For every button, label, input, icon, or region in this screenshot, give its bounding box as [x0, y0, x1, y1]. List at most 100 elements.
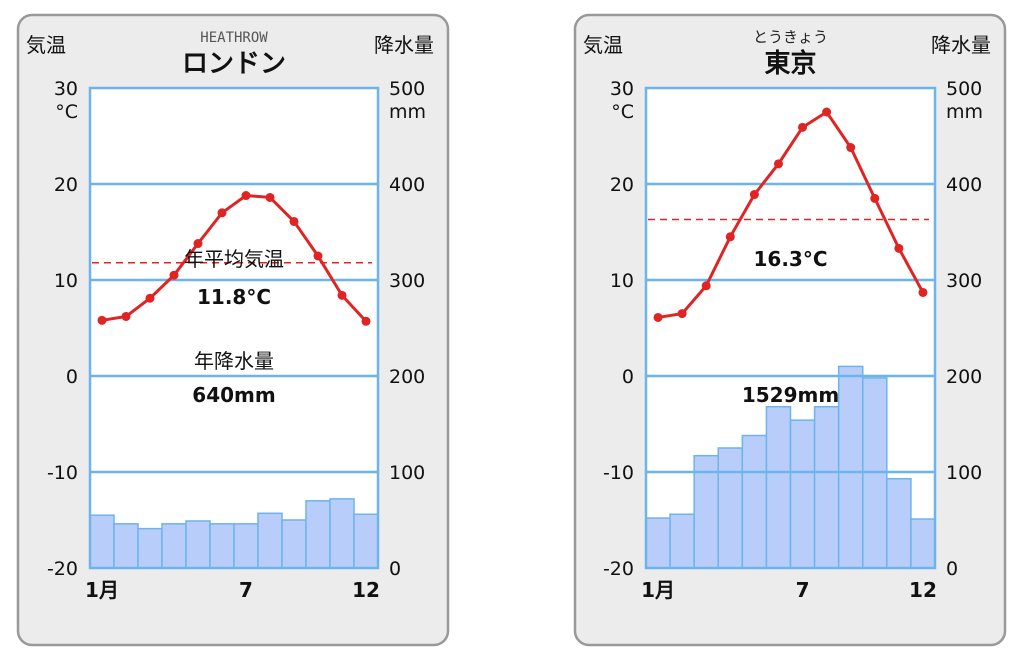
precip-tick-label: 200 — [389, 366, 425, 388]
precip-bar-month-8 — [257, 512, 283, 569]
precip-tick-label: 400 — [946, 174, 982, 196]
temp-point-month-9 — [846, 143, 856, 153]
month-tick-label: 1月 — [85, 578, 119, 602]
temp-point-month-7 — [798, 122, 808, 132]
temp-tick-label: 0 — [66, 366, 78, 388]
temp-tick-label: 0 — [622, 366, 634, 388]
month-tick-label: 1月 — [641, 578, 675, 602]
temp-point-month-6 — [773, 159, 783, 169]
month-tick-label: 7 — [239, 578, 253, 602]
avg-temp-label: 年平均気温 — [184, 247, 284, 271]
precip-bar-month-1 — [89, 514, 115, 569]
precip-bar-month-6 — [765, 405, 792, 569]
precip-bar-month-5 — [185, 520, 211, 569]
total-precip-value: 1529mm — [742, 383, 839, 407]
precip-bar-month-11 — [886, 477, 912, 569]
temp-tick-label: -20 — [603, 558, 634, 580]
temp-point-month-3 — [701, 281, 711, 291]
temp-tick-label: 30 — [610, 78, 634, 100]
precip-tick-label: 300 — [389, 270, 425, 292]
temp-tick-label: 10 — [54, 270, 78, 292]
temp-tick-label: -20 — [47, 558, 78, 580]
precip-bar-month-1 — [645, 517, 671, 569]
avg-temp-value: 11.8°C — [197, 285, 271, 309]
precip-tick-label: 400 — [389, 174, 425, 196]
precip-bar-month-8 — [813, 405, 840, 569]
temp-point-month-10 — [313, 251, 323, 261]
precip-unit-label: mm — [946, 101, 983, 123]
precipitation-axis-label: 降水量 — [374, 33, 434, 57]
temp-tick-label: -10 — [47, 462, 78, 484]
precip-bar-month-7 — [789, 419, 816, 569]
temp-point-month-2 — [677, 309, 687, 319]
temp-point-month-4 — [169, 270, 179, 280]
precip-bar-month-3 — [137, 527, 163, 569]
temperature-axis-label: 気温 — [26, 33, 66, 57]
station-subtitle: とうきょう — [753, 28, 828, 46]
precip-bar-month-2 — [669, 513, 695, 569]
precip-bar-month-7 — [233, 523, 259, 569]
precip-bar-month-10 — [305, 500, 331, 569]
temp-point-month-3 — [145, 293, 155, 303]
plot-area — [90, 88, 378, 568]
temperature-axis-label: 気温 — [583, 33, 623, 57]
precip-bar-month-9 — [281, 519, 307, 569]
total-precip-label: 年降水量 — [194, 349, 274, 373]
total-precip-value: 640mm — [192, 383, 275, 407]
temp-point-month-6 — [217, 208, 227, 218]
precip-tick-label: 0 — [389, 558, 401, 580]
temp-point-month-12 — [918, 287, 928, 297]
temperature-line — [101, 193, 368, 323]
precip-bar-month-12 — [353, 513, 379, 569]
temp-point-month-5 — [749, 190, 759, 200]
temp-point-month-7 — [241, 191, 251, 201]
city-title: 東京 — [764, 48, 816, 79]
temp-point-month-2 — [121, 311, 131, 321]
precip-bar-month-5 — [741, 434, 768, 569]
avg-temp-value: 16.3°C — [753, 247, 827, 271]
temp-point-month-10 — [870, 193, 880, 203]
plot-frame — [644, 86, 937, 570]
temp-point-month-1 — [97, 315, 107, 325]
station-subtitle: HEATHROW — [200, 30, 268, 46]
precip-bar-month-2 — [113, 523, 139, 569]
month-tick-label: 12 — [909, 578, 937, 602]
precip-bar-month-11 — [329, 498, 355, 569]
temp-unit-label: °C — [611, 101, 634, 123]
temp-tick-label: 10 — [610, 270, 634, 292]
precip-unit-label: mm — [389, 101, 426, 123]
temp-point-month-4 — [725, 232, 735, 242]
precip-tick-label: 500 — [389, 78, 425, 100]
month-tick-label: 7 — [796, 578, 810, 602]
precip-bar-month-9 — [837, 365, 864, 569]
precip-bar-month-4 — [717, 447, 744, 569]
city-title: ロンドン — [182, 49, 286, 79]
precip-tick-label: 100 — [389, 462, 425, 484]
precip-tick-label: 300 — [946, 270, 982, 292]
temp-point-month-11 — [337, 290, 347, 300]
climate-panel-2: 気温 降水量とうきょう東京3020100-10-20°C5004003002001… — [573, 13, 1007, 647]
temp-point-month-8 — [265, 192, 275, 202]
temp-point-month-5 — [193, 239, 203, 249]
climate-panel-1: 気温 降水量HEATHROWロンドン3020100-10-20°C50040030… — [16, 13, 450, 647]
temperature-line — [657, 109, 925, 319]
temp-point-month-1 — [653, 312, 663, 322]
precip-tick-label: 100 — [946, 462, 982, 484]
temp-point-month-9 — [289, 216, 299, 226]
temp-unit-label: °C — [55, 101, 78, 123]
precip-bar-month-4 — [161, 523, 187, 569]
plot-frame — [88, 86, 380, 570]
precip-bar-month-12 — [910, 518, 936, 569]
month-tick-label: 12 — [352, 578, 380, 602]
precip-tick-label: 0 — [946, 558, 958, 580]
temp-tick-label: 20 — [54, 174, 78, 196]
precip-bar-month-6 — [209, 523, 235, 569]
temp-point-month-12 — [361, 316, 371, 326]
temp-point-month-8 — [822, 107, 832, 117]
temp-tick-label: 30 — [54, 78, 78, 100]
temp-tick-label: -10 — [603, 462, 634, 484]
temp-tick-label: 20 — [610, 174, 634, 196]
temp-point-month-11 — [894, 243, 904, 253]
precip-tick-label: 500 — [946, 78, 982, 100]
